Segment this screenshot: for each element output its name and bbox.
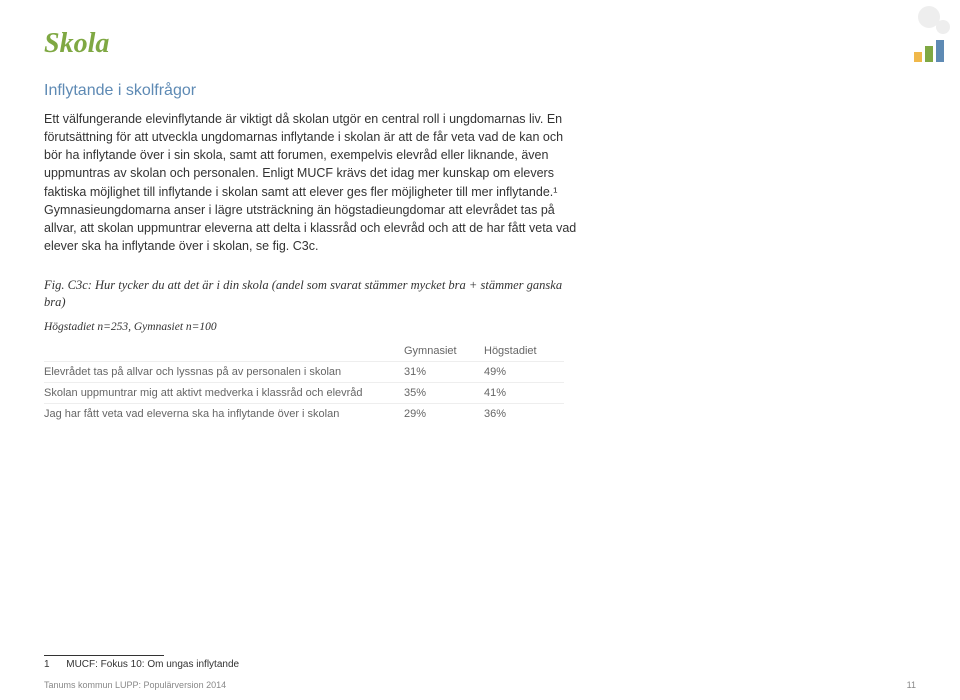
row-value: 29%: [404, 403, 484, 424]
footnote: 1 MUCF: Fokus 10: Om ungas inflytande: [44, 655, 239, 670]
sample-size-note: Högstadiet n=253, Gymnasiet n=100: [44, 321, 916, 333]
footnote-number: 1: [44, 659, 50, 670]
row-value: 31%: [404, 361, 484, 382]
figure-caption: Fig. C3c: Hur tycker du att det är i din…: [44, 277, 584, 311]
table-header-hogstadiet: Högstadiet: [484, 341, 564, 362]
row-label: Elevrådet tas på allvar och lyssnas på a…: [44, 361, 404, 382]
section-subheading: Inflytande i skolfrågor: [44, 82, 916, 100]
row-value: 41%: [484, 382, 564, 403]
table-row: Jag har fått veta vad eleverna ska ha in…: [44, 403, 564, 424]
table-row: Elevrådet tas på allvar och lyssnas på a…: [44, 361, 564, 382]
results-table: Gymnasiet Högstadiet Elevrådet tas på al…: [44, 341, 564, 424]
table-header-gymnasiet: Gymnasiet: [404, 341, 484, 362]
footer-source: Tanums kommun LUPP: Populärversion 2014: [44, 680, 226, 690]
body-paragraph: Ett välfungerande elevinflytande är vikt…: [44, 110, 584, 255]
row-value: 36%: [484, 403, 564, 424]
page-title: Skola: [44, 28, 916, 60]
corner-decoration: [890, 6, 950, 66]
table-row: Skolan uppmuntrar mig att aktivt medverk…: [44, 382, 564, 403]
row-value: 35%: [404, 382, 484, 403]
row-label: Skolan uppmuntrar mig att aktivt medverk…: [44, 382, 404, 403]
row-label: Jag har fått veta vad eleverna ska ha in…: [44, 403, 404, 424]
row-value: 49%: [484, 361, 564, 382]
page-number: 11: [907, 680, 916, 690]
footnote-text: MUCF: Fokus 10: Om ungas inflytande: [66, 659, 239, 670]
table-header-blank: [44, 341, 404, 362]
